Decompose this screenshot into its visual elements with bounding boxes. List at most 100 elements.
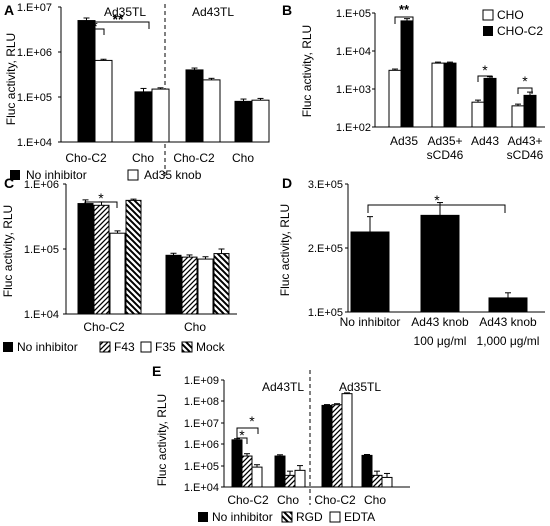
category-label-d: Ad43 knob bbox=[479, 315, 537, 329]
y-tick-label-a: 1.E+04 bbox=[17, 137, 52, 149]
legend-swatch-mock bbox=[181, 341, 193, 353]
bar bbox=[241, 455, 253, 488]
y-tick-label-e: 1.E+07 bbox=[184, 418, 219, 430]
panel-label-c: C bbox=[4, 175, 14, 191]
bar bbox=[420, 214, 460, 313]
y-tick-label-e: 1.E+09 bbox=[184, 375, 219, 387]
y-tick-label-a: 1.E+05 bbox=[17, 92, 52, 104]
category-label-e: Cho bbox=[364, 493, 386, 507]
bar bbox=[443, 62, 457, 128]
y-tick-label-b: 1.E+02 bbox=[336, 122, 371, 134]
bar bbox=[185, 69, 204, 143]
panel-e: E Fluc activity, RLU 1.E+09 1.E+08 1.E+0… bbox=[152, 363, 410, 524]
bars-a bbox=[77, 17, 270, 143]
y-tick-label-b: 1.E+04 bbox=[336, 46, 371, 58]
sig-bracket-b1 bbox=[394, 16, 414, 24]
sig-bracket-b3 bbox=[517, 87, 533, 94]
bar bbox=[231, 439, 243, 488]
y-axis-title-b: Fluc activity, RLU bbox=[300, 25, 314, 117]
legend-label-no-inhibitor: No inhibitor bbox=[212, 510, 273, 524]
legend-swatch-cho-c2 bbox=[483, 26, 493, 36]
legend-swatch-no-inhibitor bbox=[198, 512, 208, 522]
sig-marker-a2: ** bbox=[113, 11, 124, 27]
bar bbox=[284, 474, 296, 488]
category-label-d: 100 μg/ml bbox=[414, 334, 467, 348]
sig-bracket-d1 bbox=[367, 204, 506, 213]
y-axis-title-c: Fluc activity, RLU bbox=[1, 205, 15, 297]
category-label-d: No inhibitor bbox=[340, 315, 401, 329]
legend-label-ad35-knob: Ad35 knob bbox=[144, 168, 202, 182]
bar bbox=[202, 79, 221, 143]
y-tick-label-a: 1.E+06 bbox=[17, 47, 52, 59]
bar bbox=[251, 466, 263, 488]
sig-marker-e1: * bbox=[239, 427, 245, 443]
category-label-a: Cho-C2 bbox=[65, 151, 107, 165]
bar bbox=[331, 404, 343, 488]
panel-c: C Fluc activity, RLU 1.E+06 1.E+05 1.E+0… bbox=[1, 175, 237, 354]
panel-b: B Fluc activity, RLU 1.E+05 1.E+04 1.E+0… bbox=[282, 2, 545, 162]
category-label-b: sCD46 bbox=[507, 148, 544, 162]
legend-swatch-no-inhibitor bbox=[3, 342, 13, 352]
legend-swatch-no-inhibitor bbox=[10, 170, 20, 180]
panel-d: D Fluc activity, RLU 3.E+05 2.E+05 1.E+0… bbox=[278, 175, 545, 348]
bars-d bbox=[350, 202, 528, 313]
category-label-e: Cho bbox=[277, 493, 299, 507]
y-axis-title-a: Fluc activity, RLU bbox=[4, 33, 18, 125]
legend-label-cho-c2: CHO-C2 bbox=[497, 24, 543, 38]
legend-label-no-inhibitor: No inhibitor bbox=[26, 168, 87, 182]
y-tick-label-e: 1.E+08 bbox=[184, 396, 219, 408]
bar bbox=[483, 77, 497, 128]
y-tick-label-b: 1.E+05 bbox=[336, 8, 371, 20]
bar bbox=[134, 91, 153, 143]
sig-marker-b2: * bbox=[482, 62, 488, 78]
sig-bracket-b2 bbox=[477, 75, 493, 82]
bar bbox=[381, 476, 393, 488]
category-label-b: sCD46 bbox=[427, 148, 464, 162]
panel-label-e: E bbox=[152, 363, 161, 379]
group-label-ad35tl: Ad35TL bbox=[339, 380, 381, 394]
bar bbox=[125, 199, 142, 315]
bar bbox=[471, 101, 485, 128]
bar bbox=[294, 469, 306, 488]
sig-marker-a1: * bbox=[92, 18, 98, 34]
legend-label-f35: F35 bbox=[155, 340, 176, 354]
bar bbox=[251, 99, 270, 143]
bar bbox=[77, 203, 94, 315]
bar bbox=[77, 20, 96, 143]
y-axis-title-e: Fluc activity, RLU bbox=[155, 394, 169, 486]
sig-marker-d1: * bbox=[434, 192, 440, 208]
bar bbox=[400, 20, 414, 128]
y-axis-title-d: Fluc activity, RLU bbox=[278, 204, 292, 296]
category-label-c: Cho bbox=[184, 320, 206, 334]
group-label-ad43tl: Ad43TL bbox=[262, 380, 304, 394]
sig-bracket-e2 bbox=[236, 427, 259, 438]
sig-bracket-c1 bbox=[84, 201, 118, 208]
y-tick-label-d: 1.E+05 bbox=[308, 307, 343, 319]
legend-swatch-rgd bbox=[281, 511, 293, 523]
bar bbox=[274, 455, 286, 488]
category-label-d: 1,000 μg/ml bbox=[477, 334, 540, 348]
bar bbox=[523, 94, 537, 128]
category-label-e: Cho-C2 bbox=[227, 493, 269, 507]
sig-bracket-e1 bbox=[236, 437, 248, 444]
bar bbox=[431, 62, 445, 128]
y-tick-label-b: 1.E+03 bbox=[336, 84, 371, 96]
bar bbox=[350, 231, 390, 313]
category-label-b: Ad43+ bbox=[507, 134, 542, 148]
bar bbox=[234, 100, 253, 143]
y-tick-label-c: 1.E+04 bbox=[24, 309, 59, 321]
category-label-b: Ad43 bbox=[471, 134, 499, 148]
bar bbox=[151, 88, 170, 143]
legend-swatch-cho bbox=[482, 9, 494, 21]
panel-label-b: B bbox=[282, 2, 292, 18]
sig-bracket-a1 bbox=[85, 28, 105, 35]
y-tick-label-d: 3.E+05 bbox=[308, 179, 343, 191]
category-label-a: Cho-C2 bbox=[173, 151, 215, 165]
sig-marker-c1: * bbox=[98, 190, 104, 206]
y-tick-label-a: 1.E+07 bbox=[17, 2, 52, 14]
group-label-ad43tl: Ad43TL bbox=[192, 5, 234, 19]
legend-label-rgd: RGD bbox=[296, 510, 323, 524]
bar bbox=[181, 256, 198, 315]
legend-label-cho: CHO bbox=[497, 8, 524, 22]
